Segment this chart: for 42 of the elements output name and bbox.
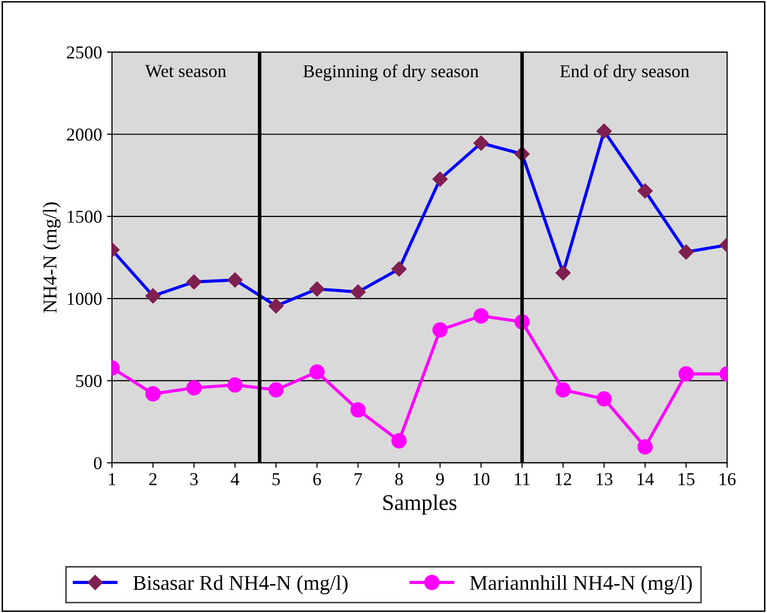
x-tick-label: 5	[272, 473, 280, 486]
x-tick-label: 15	[678, 473, 694, 486]
annotation: End of dry season	[560, 64, 690, 82]
point	[391, 433, 407, 448]
y-tick-label: 0	[94, 457, 102, 470]
x-axis-title: Samples	[383, 494, 456, 515]
x-tick-label: 13	[596, 473, 612, 486]
x-tick-label: 2	[149, 473, 157, 486]
x-tick-label: 3	[190, 473, 198, 486]
x-tick-label: 8	[395, 473, 403, 486]
y-tick-label: 1500	[68, 210, 102, 223]
point	[309, 364, 325, 380]
y-tick-label: 500	[76, 374, 102, 388]
point	[432, 322, 448, 338]
x-tick-label: 10	[474, 473, 490, 486]
x-tick-label: 9	[436, 473, 444, 486]
point	[268, 382, 284, 398]
point	[596, 391, 612, 407]
legend-label: Mariannhill NH4-N (mg/l)	[470, 575, 692, 594]
y-tick-label: 2000	[66, 128, 102, 141]
y-tick-label: 2500	[66, 46, 102, 59]
x-tick-label: 11	[514, 473, 530, 486]
point	[473, 308, 489, 324]
legend-label: Bisasar Rd NH4-N (mg/l)	[133, 575, 348, 594]
annotation: Wet season	[145, 65, 226, 78]
y-axis-title: NH4-N (mg/l)	[42, 202, 61, 313]
point	[186, 380, 202, 396]
x-tick-label: 14	[638, 473, 654, 486]
x-tick-label: 16	[720, 473, 736, 486]
x-tick-label: 7	[354, 473, 362, 486]
point	[678, 366, 694, 382]
annotation: Beginning of dry season	[303, 64, 479, 82]
x-tick-label: 6	[313, 473, 321, 486]
x-tick-label: 1	[109, 473, 116, 486]
x-tick-label: 12	[556, 473, 572, 486]
x-tick-label: 4	[230, 473, 240, 486]
point	[227, 377, 243, 393]
point	[637, 439, 653, 455]
y-tick-label: 1000	[68, 292, 102, 305]
point	[145, 386, 161, 402]
point	[350, 402, 366, 418]
point	[555, 382, 571, 398]
